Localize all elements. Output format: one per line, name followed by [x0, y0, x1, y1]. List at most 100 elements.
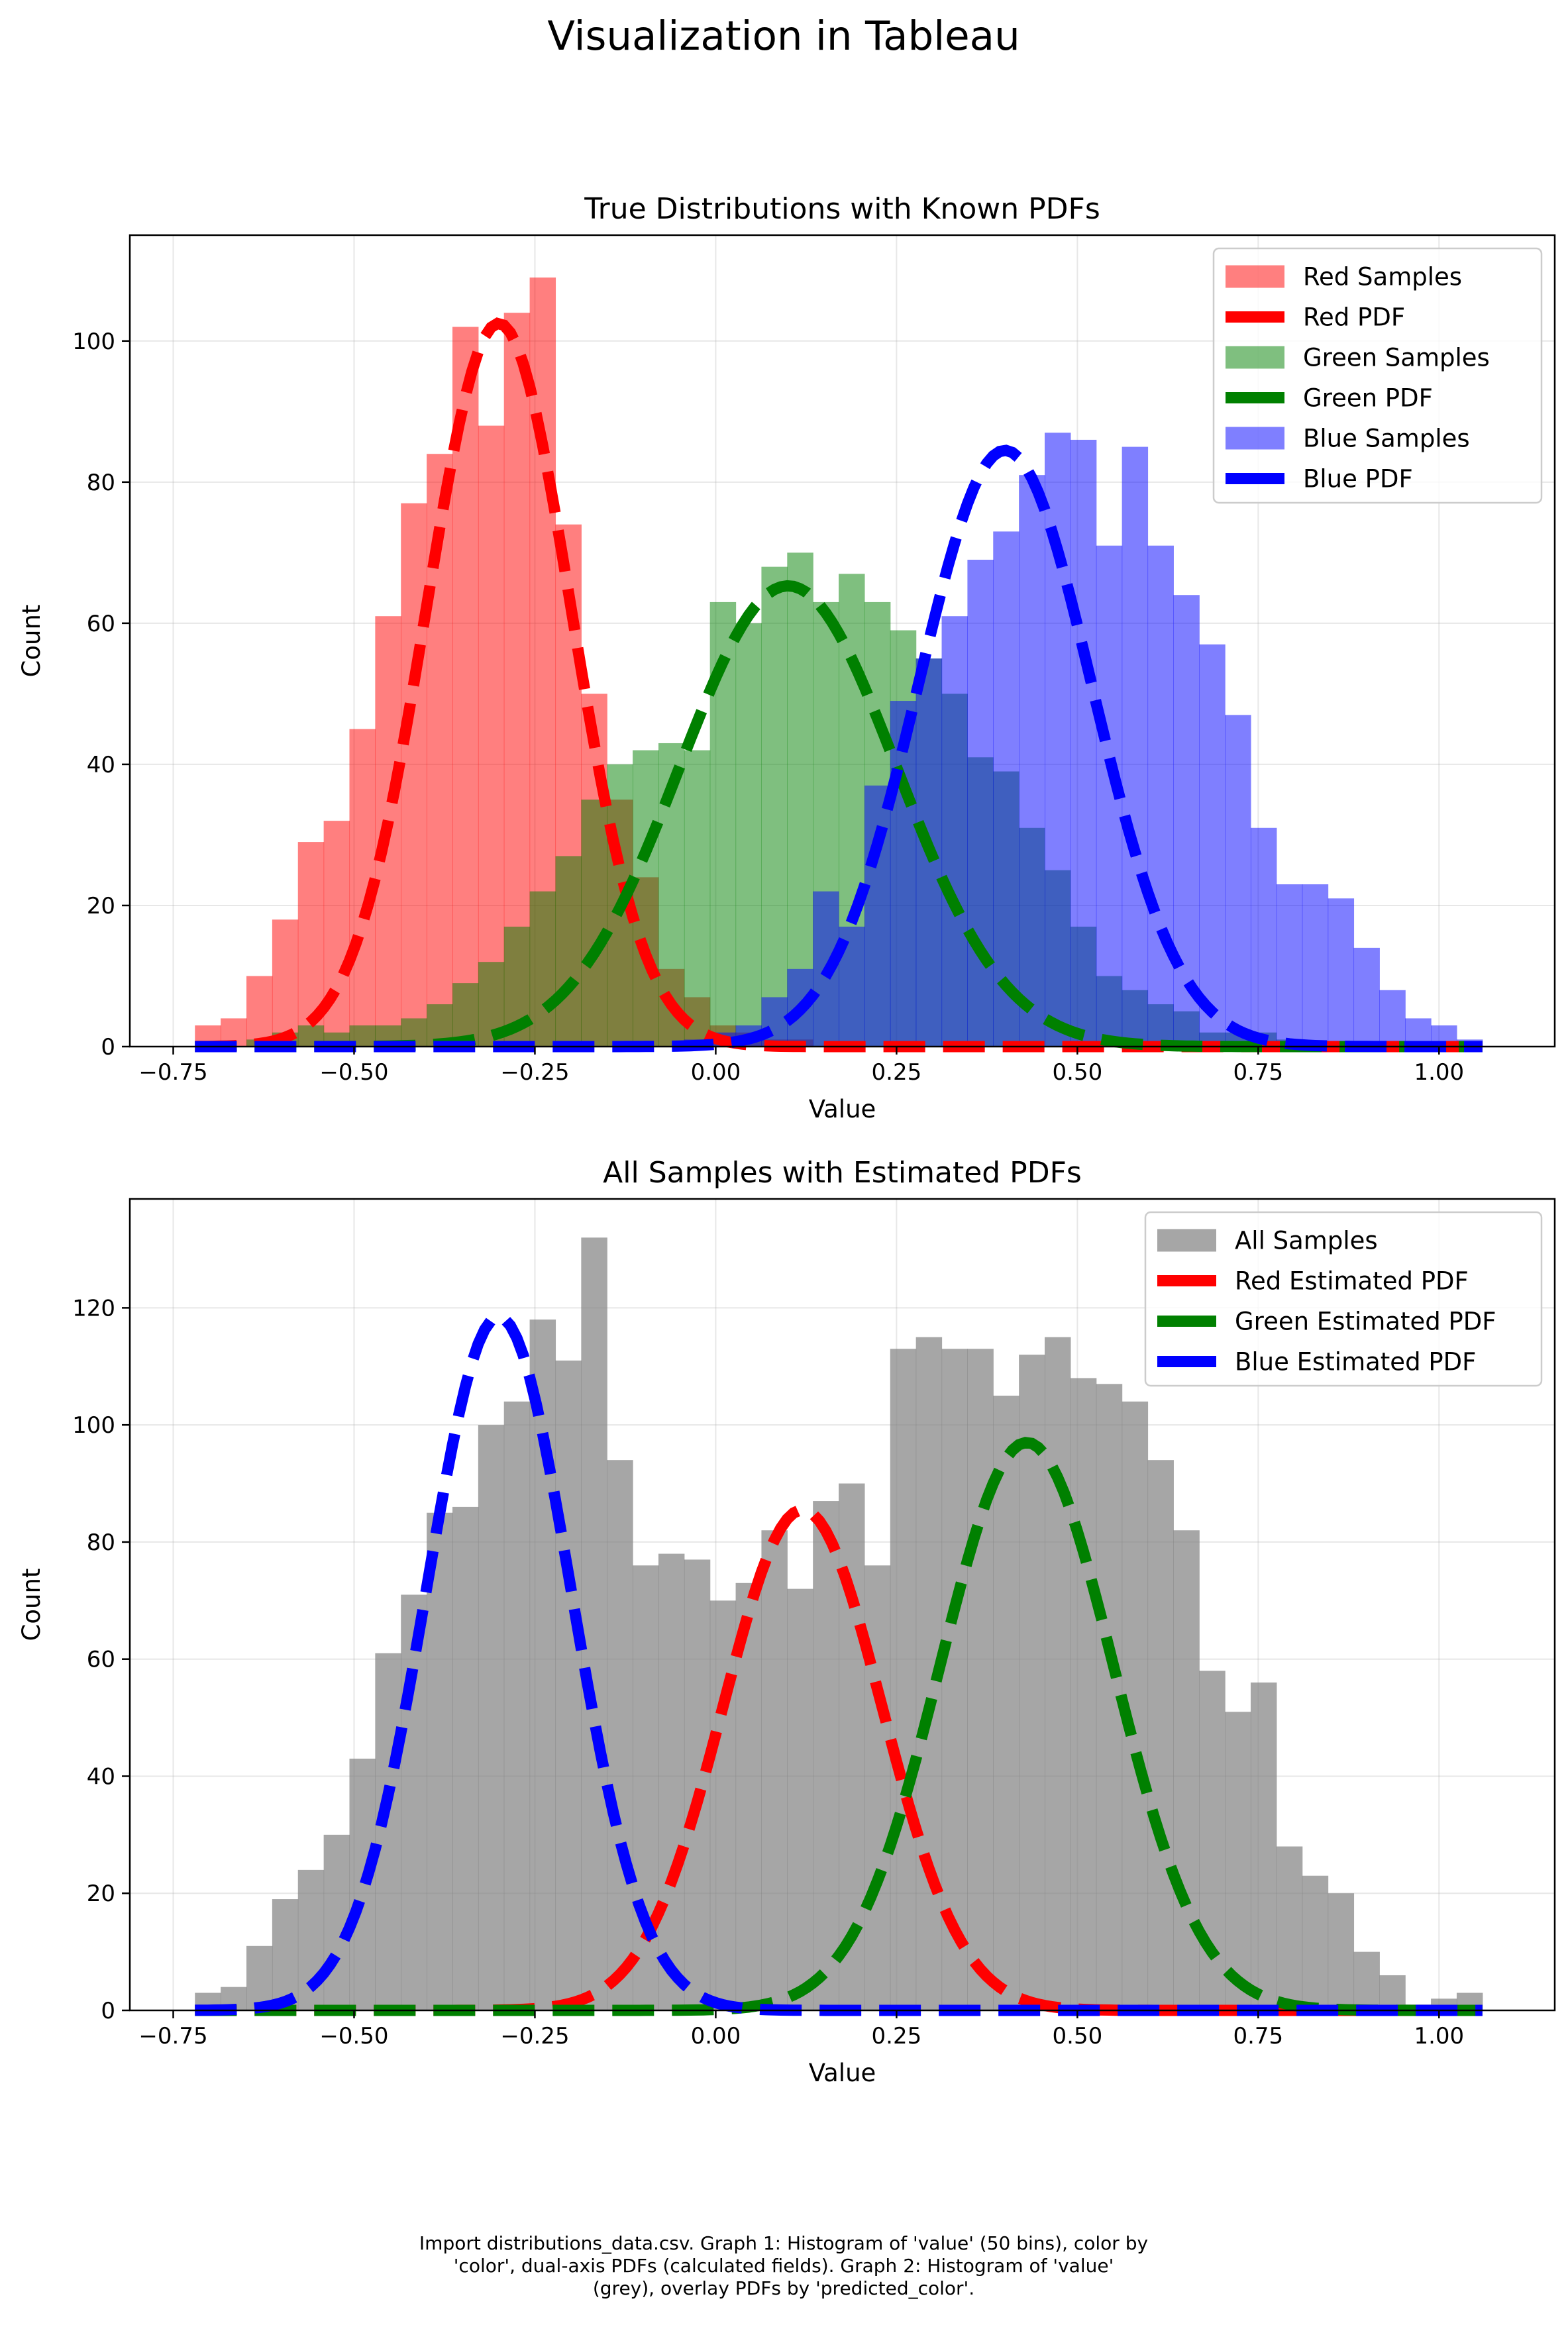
chart2-ytick-label-3: 60 — [87, 1647, 115, 1673]
chart2-xtick-label-7: 1.00 — [1414, 2023, 1464, 2049]
chart1-xtick-label-1: −0.50 — [319, 1059, 388, 1086]
footnote-line-1: Import distributions_data.csv. Graph 1: … — [419, 2232, 1148, 2254]
chart2-all-samples-bar-9 — [427, 1512, 453, 2010]
chart1-blue-samples-bar-29 — [941, 616, 968, 1047]
chart1-green-samples-bar-22 — [761, 566, 788, 1047]
chart1-legend-swatch-red-samples — [1226, 265, 1284, 288]
chart2-legend-swatch-all-samples — [1157, 1229, 1216, 1252]
chart1-ytick-label-1: 20 — [87, 893, 115, 919]
chart1-green-samples-bar-14 — [555, 856, 582, 1047]
chart1-blue-samples-bar-34 — [1070, 439, 1097, 1047]
chart1-xtick-label-2: −0.25 — [500, 1059, 569, 1086]
chart2-all-samples-bar-13 — [529, 1320, 556, 2010]
chart2-ytick-label-5: 100 — [72, 1412, 115, 1439]
chart1-blue-samples-bar-31 — [993, 531, 1019, 1047]
chart2-all-samples-bar-34 — [1070, 1378, 1097, 2010]
chart1-blue-samples-bar-26 — [864, 785, 891, 1047]
chart1-ytick-label-3: 60 — [87, 611, 115, 637]
chart1-blue-samples-bar-39 — [1199, 644, 1226, 1047]
chart2-frame — [129, 1198, 1556, 2012]
chart1-red-samples-bar-5 — [323, 821, 350, 1047]
chart2-all-samples-bar-8 — [401, 1594, 427, 2010]
chart2-all-samples-bar-38 — [1173, 1530, 1200, 2010]
chart2-xtick-label-4: 0.25 — [872, 2023, 922, 2049]
chart2-all-samples-bar-3 — [272, 1899, 299, 2010]
chart1-xtick-label-6: 0.75 — [1233, 1059, 1283, 1086]
chart2-all-samples-bar-33 — [1045, 1337, 1071, 2010]
chart1-frame — [129, 234, 1556, 1048]
chart1-blue-samples-bar-38 — [1173, 595, 1200, 1047]
chart1-xtick-label-0: −0.75 — [138, 1059, 207, 1086]
chart1-blue-samples-bar-42 — [1276, 884, 1303, 1047]
chart1-xtick-label-5: 0.50 — [1053, 1059, 1103, 1086]
chart1-legend-label-red-pdf: Red PDF — [1303, 303, 1405, 332]
chart2-all-samples-bar-41 — [1250, 1682, 1277, 2010]
chart1-legend: Red Samples Red PDF Green Samples Green PDF… — [1212, 247, 1543, 504]
chart2-all-samples-bar-23 — [787, 1588, 813, 2010]
chart2-all-samples-bar-27 — [890, 1349, 917, 2010]
chart1-title: True Distributions with Known PDFs — [584, 192, 1100, 226]
chart1-blue-samples-bar-44 — [1328, 898, 1355, 1047]
chart2-all-samples-bar-14 — [555, 1360, 582, 2010]
chart1-legend-label-blue-pdf: Blue PDF — [1303, 465, 1413, 493]
chart2-all-samples-bar-24 — [813, 1501, 839, 2010]
chart1-red-samples-bar-11 — [478, 425, 505, 1047]
chart2-xlabel: Value — [809, 2059, 876, 2087]
chart2-all-samples-bar-32 — [1019, 1355, 1045, 2010]
chart2-all-samples-bar-6 — [349, 1758, 376, 2010]
chart1-blue-samples-bar-30 — [967, 560, 994, 1047]
chart2-all-samples-bars — [195, 1237, 1483, 2010]
chart2-all-samples-bar-45 — [1353, 1951, 1380, 2010]
chart1-blue-samples-bar-33 — [1045, 433, 1071, 1047]
chart1-blue-samples-bar-45 — [1353, 947, 1380, 1047]
chart2-xtick-label-0: −0.75 — [138, 2023, 207, 2049]
chart2-legend-label-green-estimated-pdf: Green Estimated PDF — [1235, 1308, 1496, 1336]
chart1-green-samples-bar-13 — [529, 891, 556, 1047]
chart1-blue-samples-bar-36 — [1122, 446, 1149, 1047]
chart1-legend-label-blue-samples: Blue Samples — [1303, 425, 1470, 453]
chart2-ytick-label-1: 20 — [87, 1881, 115, 1907]
footnote-line-2: 'color', dual-axis PDFs (calculated fiel… — [454, 2255, 1114, 2277]
chart2-ytick-label-6: 120 — [72, 1295, 115, 1321]
chart1-red-samples-bar-3 — [272, 919, 299, 1047]
chart2-all-samples-bar-11 — [478, 1425, 505, 2010]
chart1-ytick-label-0: 0 — [101, 1034, 115, 1061]
chart2-ytick-label-4: 80 — [87, 1529, 115, 1556]
chart1-blue-samples-bar-37 — [1147, 545, 1174, 1047]
chart1-green-samples-bar-15 — [581, 800, 607, 1047]
chart2-title: All Samples with Estimated PDFs — [603, 1156, 1082, 1190]
chart2-all-samples-bar-46 — [1379, 1975, 1406, 2010]
chart1-legend-label-green-pdf: Green PDF — [1303, 384, 1433, 413]
chart1-blue-samples-bar-40 — [1225, 715, 1251, 1047]
chart1-legend-swatch-green-samples — [1226, 346, 1284, 369]
chart1-ytick-label-4: 80 — [87, 470, 115, 496]
chart-estimated-pdfs: −0.75 −0.50 −0.25 0.00 0.25 0.50 0.75 1.00 0 20 40… — [17, 1156, 1556, 2087]
chart2-all-samples-bar-30 — [967, 1349, 994, 2010]
chart1-ytick-label-5: 100 — [72, 329, 115, 355]
chart2-all-samples-bar-12 — [503, 1401, 531, 2010]
chart1-xlabel: Value — [809, 1095, 876, 1123]
chart2-xtick-label-3: 0.00 — [691, 2023, 741, 2049]
chart2-all-samples-bar-37 — [1147, 1460, 1174, 2010]
chart2-ytick-label-0: 0 — [101, 1998, 115, 2024]
chart2-xtick-label-6: 0.75 — [1233, 2023, 1283, 2049]
footnote-line-3: (grey), overlay PDFs by 'predicted_color… — [593, 2277, 974, 2299]
chart2-all-samples-bar-17 — [633, 1565, 659, 2010]
chart2-legend-label-all-samples: All Samples — [1235, 1227, 1378, 1255]
chart2-all-samples-bar-16 — [607, 1460, 633, 2010]
chart2-all-samples-bar-7 — [375, 1653, 401, 2010]
chart1-ylabel: Count — [17, 605, 46, 678]
chart2-all-samples-bar-31 — [993, 1395, 1019, 2010]
figure-title: Visualization in Tableau — [547, 13, 1019, 60]
chart2-all-samples-bar-15 — [581, 1237, 607, 2010]
chart1-legend-label-green-samples: Green Samples — [1303, 344, 1490, 372]
chart2-all-samples-bar-26 — [864, 1565, 891, 2010]
chart2-all-samples-bar-22 — [761, 1530, 788, 2010]
chart2-all-samples-bar-43 — [1302, 1875, 1329, 2010]
chart1-xtick-label-3: 0.00 — [691, 1059, 741, 1086]
chart1-blue-samples-bar-32 — [1019, 475, 1045, 1047]
chart2-legend-label-red-estimated-pdf: Red Estimated PDF — [1235, 1267, 1469, 1296]
chart2-ylabel: Count — [17, 1569, 46, 1641]
chart2-ytick-label-2: 40 — [87, 1763, 115, 1790]
footnote: Import distributions_data.csv. Graph 1: … — [419, 2232, 1148, 2299]
